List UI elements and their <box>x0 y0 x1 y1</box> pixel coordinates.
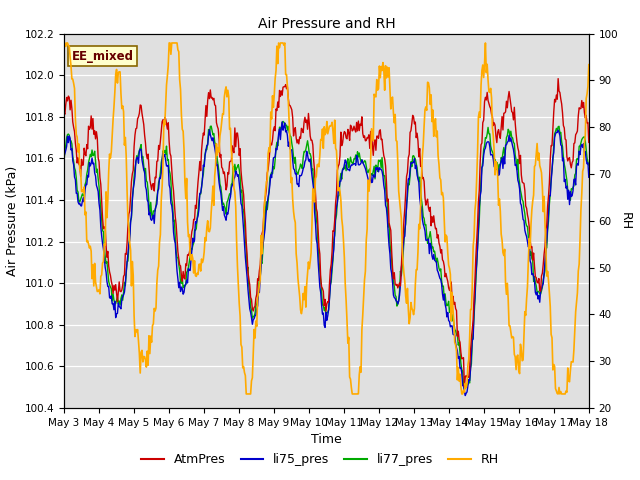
X-axis label: Time: Time <box>311 433 342 446</box>
Y-axis label: Air Pressure (kPa): Air Pressure (kPa) <box>6 166 19 276</box>
Text: EE_mixed: EE_mixed <box>72 50 134 63</box>
Legend: AtmPres, li75_pres, li77_pres, RH: AtmPres, li75_pres, li77_pres, RH <box>136 448 504 471</box>
Title: Air Pressure and RH: Air Pressure and RH <box>257 17 396 31</box>
Y-axis label: RH: RH <box>619 212 632 230</box>
